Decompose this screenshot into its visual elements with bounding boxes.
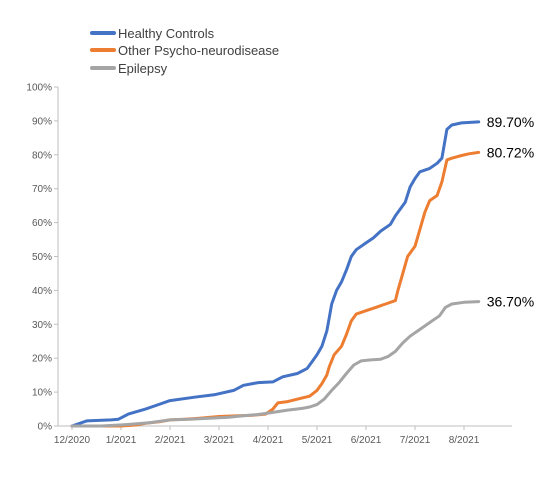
x-tick-label: 12/2020 [54,435,91,446]
y-tick-label: 100% [26,83,52,94]
legend-label-healthy-controls: Healthy Controls [118,26,215,41]
series-line-epilepsy [70,300,481,428]
y-tick-label: 30% [32,320,52,331]
legend-label-epilepsy: Epilepsy [118,61,168,76]
y-tick-label: 50% [32,252,52,263]
legend-label-other-psycho-neurodisease: Other Psycho-neurodisease [118,43,279,58]
legend-item-other-psycho-neurodisease: Other Psycho-neurodisease [90,43,279,58]
y-tick-label: 80% [32,150,52,161]
legend-item-healthy-controls: Healthy Controls [90,26,215,41]
y-tick-label: 10% [32,388,52,399]
series-line-healthy-controls [70,120,481,428]
x-tick-label: 2/2021 [155,435,186,446]
y-tick-label: 20% [32,354,52,365]
end-value-label-other-psycho-neurodisease: 80.72% [487,144,534,160]
y-tick-label: 60% [32,218,52,229]
y-tick-label: 0% [38,422,53,433]
legend-item-epilepsy: Epilepsy [90,61,168,76]
end-value-label-epilepsy: 36.70% [487,294,534,310]
y-tick-label: 40% [32,286,52,297]
y-tick-label: 90% [32,116,52,127]
legend: Healthy Controls Other Psycho-neurodisea… [90,26,279,76]
x-tick-label: 8/2021 [449,435,480,446]
x-tick-label: 6/2021 [351,435,382,446]
x-tick-label: 3/2021 [204,435,235,446]
y-tick-label: 70% [32,184,52,195]
series-line-other-psycho-neurodisease [70,150,481,428]
plot-area: 0% 10% 20% 30% 40% 50% 60% 70% 80% 90% 100% 12/2020… [26,83,534,447]
end-value-label-healthy-controls: 89.70% [487,114,534,130]
x-tick-label: 4/2021 [253,435,284,446]
x-tick-label: 5/2021 [302,435,333,446]
x-tick-label: 1/2021 [106,435,137,446]
x-tick-label: 7/2021 [400,435,431,446]
